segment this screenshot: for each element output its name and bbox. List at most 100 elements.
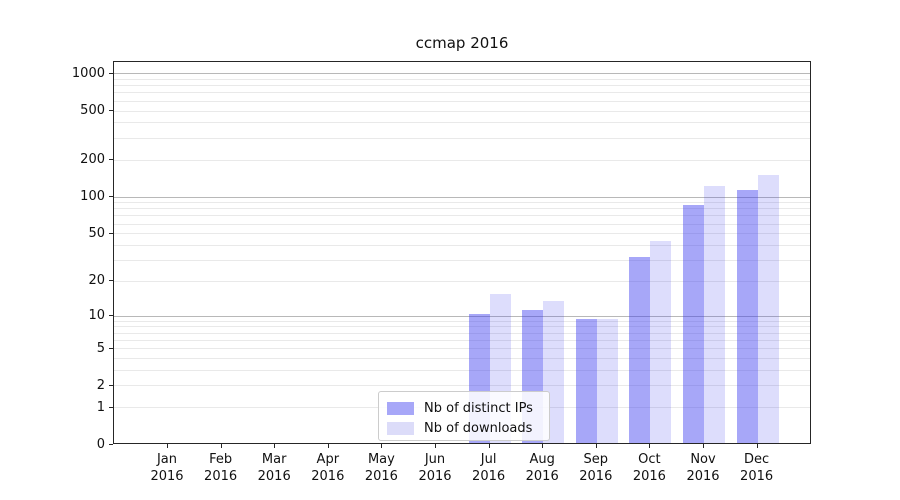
x-tick-label: Oct 2016 — [619, 451, 679, 485]
y-tick-mark — [109, 315, 113, 317]
gridline — [114, 159, 810, 161]
x-tick-label: Sep 2016 — [566, 451, 626, 485]
gridline — [114, 73, 810, 75]
x-tick-year: 2016 — [311, 469, 345, 484]
x-tick-mark — [703, 444, 704, 448]
x-tick-year: 2016 — [418, 469, 452, 484]
x-tick-month: Sep — [583, 452, 609, 467]
legend-label-downloads: Nb of downloads — [424, 420, 533, 436]
legend-swatch-distinct-ips-icon — [387, 401, 414, 415]
y-tick-label: 500 — [80, 103, 105, 119]
legend-swatch-downloads-icon — [387, 421, 414, 435]
x-tick-label: Jun 2016 — [405, 451, 465, 485]
x-tick-month: Jul — [480, 452, 497, 467]
x-tick-year: 2016 — [150, 469, 184, 484]
x-tick-month: May — [367, 452, 395, 467]
y-tick-label: 10 — [88, 308, 105, 324]
gridline — [114, 208, 810, 210]
x-tick-month: Oct — [638, 452, 661, 467]
x-tick-mark — [381, 444, 383, 448]
gridline — [114, 122, 810, 124]
plot-area: Nb of distinct IPs Nb of downloads — [113, 61, 811, 444]
x-tick-year: 2016 — [579, 469, 613, 484]
y-tick-label: 1 — [96, 399, 105, 415]
x-tick-month: Mar — [261, 452, 287, 467]
x-tick-label: Jul 2016 — [459, 451, 519, 485]
y-tick-mark — [109, 72, 113, 74]
bar-distinct-ips — [683, 204, 704, 443]
gridline — [114, 332, 810, 334]
x-tick-label: Mar 2016 — [244, 451, 304, 485]
x-tick-year: 2016 — [364, 469, 398, 484]
gridline — [114, 339, 810, 341]
gridline — [114, 233, 810, 235]
y-tick-mark — [109, 110, 113, 112]
x-tick-label: Nov 2016 — [673, 451, 733, 485]
y-tick-mark — [109, 406, 113, 408]
gridline — [114, 370, 810, 372]
gridline — [114, 223, 810, 225]
x-tick-mark — [649, 444, 651, 448]
y-tick-mark — [109, 347, 113, 349]
x-tick-mark — [220, 444, 222, 448]
x-tick-mark — [756, 444, 758, 448]
x-tick-mark — [488, 444, 490, 448]
x-tick-mark — [327, 444, 329, 448]
x-tick-label: Aug 2016 — [512, 451, 572, 485]
gridline — [114, 137, 810, 139]
gridline — [114, 92, 810, 94]
x-tick-year: 2016 — [472, 469, 506, 484]
gridline — [114, 85, 810, 87]
bar-distinct-ips — [629, 256, 651, 443]
y-tick-mark — [109, 196, 113, 198]
y-tick-label: 20 — [88, 273, 105, 289]
y-tick-label: 2 — [96, 377, 105, 393]
gridline — [114, 215, 810, 217]
bar-downloads — [596, 319, 618, 443]
x-tick-label: May 2016 — [351, 451, 411, 485]
x-tick-mark — [595, 444, 597, 448]
x-tick-mark — [274, 444, 276, 448]
y-tick-mark — [109, 232, 113, 234]
x-tick-year: 2016 — [686, 469, 720, 484]
legend: Nb of distinct IPs Nb of downloads — [378, 391, 550, 441]
x-tick-label: Jan 2016 — [137, 451, 197, 485]
legend-item-distinct-ips: Nb of distinct IPs — [387, 398, 541, 418]
gridline — [114, 358, 810, 360]
y-tick-label: 5 — [96, 340, 105, 356]
x-tick-month: Nov — [690, 452, 716, 467]
gridline — [114, 260, 810, 262]
bar-downloads — [704, 185, 725, 443]
x-tick-year: 2016 — [257, 469, 291, 484]
x-tick-mark — [167, 444, 168, 448]
x-tick-year: 2016 — [204, 469, 238, 484]
gridline — [114, 385, 810, 387]
x-tick-year: 2016 — [632, 469, 666, 484]
bar-downloads — [650, 240, 672, 443]
y-tick-label: 1000 — [71, 65, 105, 81]
chart-title: ccmap 2016 — [415, 34, 509, 52]
gridline — [114, 196, 810, 198]
gridline — [114, 320, 810, 322]
gridline — [114, 110, 810, 112]
x-tick-mark — [542, 444, 544, 448]
gridline — [114, 348, 810, 350]
gridline — [114, 79, 810, 80]
x-tick-label: Apr 2016 — [298, 451, 358, 485]
gridline — [114, 202, 810, 204]
gridline — [114, 280, 810, 282]
x-tick-year: 2016 — [525, 469, 559, 484]
y-tick-label: 0 — [96, 437, 105, 452]
bar-distinct-ips — [736, 190, 758, 443]
bar-downloads — [757, 174, 779, 443]
x-tick-month: Feb — [209, 452, 233, 467]
gridline — [114, 315, 810, 317]
gridline — [114, 100, 810, 102]
x-tick-month: Jun — [424, 452, 446, 467]
x-tick-year: 2016 — [740, 469, 774, 484]
x-tick-month: Jan — [156, 452, 178, 467]
y-tick-mark — [109, 280, 113, 282]
legend-item-downloads: Nb of downloads — [387, 418, 541, 438]
y-tick-mark — [109, 384, 113, 386]
gridline — [114, 326, 810, 328]
